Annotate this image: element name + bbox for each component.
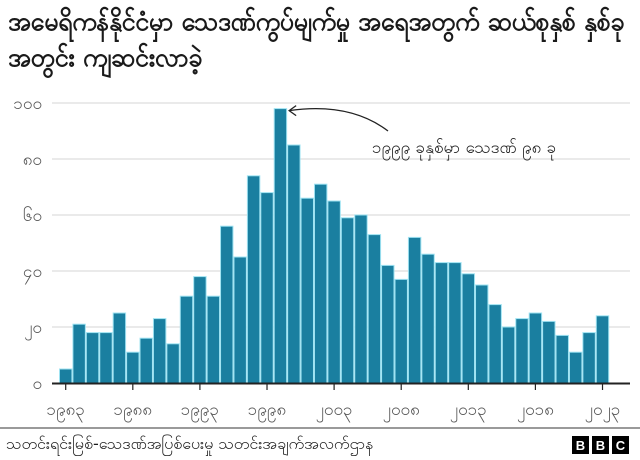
bar-2002 <box>313 183 328 384</box>
bar-1990 <box>152 318 167 384</box>
bar-2005 <box>354 214 368 384</box>
bar-2008 <box>394 278 408 384</box>
bar-chart: ၀ ၂၀ ၄၀ ၆၀ ၈၀ ၁၀၀ ၁၉၈၃ ၁၉၈၈ ၁၉၉၃ ၁၉၉၈ ၂၀၀၃ ၂၀၀၈ ၂၀၁… <box>13 94 630 423</box>
bar-1994 <box>206 295 221 384</box>
x-tick-label: ၂၀၁၈ <box>517 400 554 423</box>
y-tick-label: ၆၀ <box>23 205 42 226</box>
bar-2023 <box>595 315 610 384</box>
bar-2007 <box>381 264 395 384</box>
chart-title: အမေရိကန်နိုင်ငံမှာ သေဒဏ်ကွပ်မျက်မှု အရေအ… <box>8 7 625 72</box>
bar-1992 <box>179 295 194 384</box>
bar-2011 <box>434 262 449 384</box>
bar-2003 <box>327 200 341 384</box>
bar-1996 <box>233 256 247 384</box>
bar-2001 <box>300 197 314 384</box>
x-tick-label: ၁၉၉၈ <box>248 400 286 423</box>
annotation-text: ၁၉၉၉ ခုနှစ်မှာ သေဒဏ် ၉၈ ခု <box>372 138 556 161</box>
y-tick-label: ၈၀ <box>23 150 42 170</box>
bars <box>59 108 610 384</box>
bar-2017 <box>515 318 529 384</box>
bar-1998 <box>260 192 274 384</box>
bar-2004 <box>340 217 355 384</box>
bar-1997 <box>246 175 261 384</box>
source-note: သတင်းရင်းမြစ်-သေဒဏ်အပြစ်ပေးမှု သတင်းအချက… <box>6 434 374 453</box>
bar-2006 <box>367 234 382 384</box>
y-tick-label: ၁၀၀ <box>13 94 42 114</box>
bbc-logo: B B C <box>572 436 629 454</box>
bar-2010 <box>421 253 435 384</box>
bar-1991 <box>166 343 180 384</box>
bar-1984 <box>72 323 86 384</box>
footer-divider <box>0 427 640 429</box>
logo-letter: B <box>572 436 589 454</box>
annotation: ၁၉၉၉ ခုနှစ်မှာ သေဒဏ် ၉၈ ခု <box>288 105 556 161</box>
x-tick-label: ၂၀၀၃ <box>316 400 353 423</box>
y-tick-label: ၄၀ <box>23 262 42 285</box>
logo-letter: B <box>592 436 609 454</box>
bar-2018 <box>528 312 543 384</box>
bar-2013 <box>461 273 476 384</box>
annotation-arrow <box>289 108 389 132</box>
y-tick-label: ၂၀ <box>24 318 42 341</box>
x-tick-label: ၂၀၂၃ <box>585 400 621 423</box>
bar-1987 <box>112 312 127 384</box>
bar-1985 <box>85 332 100 384</box>
y-axis-labels: ၀ ၂၀ ၄၀ ၆၀ ၈၀ ၁၀၀ <box>13 94 42 394</box>
bar-1989 <box>139 337 153 384</box>
bar-1986 <box>99 332 113 384</box>
x-tick-label: ၂၀၀၈ <box>383 400 420 423</box>
bar-2022 <box>582 332 596 384</box>
bar-2000 <box>287 144 301 384</box>
bar-2012 <box>448 262 462 384</box>
bar-1995 <box>220 225 234 384</box>
bar-2021 <box>568 351 583 384</box>
bar-2019 <box>542 320 556 384</box>
bar-2015 <box>488 304 502 384</box>
bar-2016 <box>501 326 516 384</box>
x-tick-label: ၁၉၉၃ <box>181 400 219 423</box>
logo-letter: C <box>612 436 629 454</box>
bar-2014 <box>475 284 489 384</box>
x-tick-label: ၂၀၁၃ <box>450 400 487 423</box>
bar-1999 <box>273 108 288 384</box>
bar-1993 <box>193 276 207 384</box>
x-tick-label: ၁၉၈၃ <box>47 400 85 423</box>
arrowhead-icon <box>288 105 297 117</box>
bar-2009 <box>407 236 422 384</box>
bar-2020 <box>555 334 569 384</box>
bar-1988 <box>126 351 140 384</box>
x-axis: ၁၉၈၃ ၁၉၈၈ ၁၉၉၃ ၁၉၉၈ ၂၀၀၃ ၂၀၀၈ ၂၀၁၃ ၂၀၁၈ ၂၀၂၃ <box>47 382 630 423</box>
y-tick-label: ၀ <box>32 374 42 394</box>
bar-1983 <box>59 368 73 384</box>
x-tick-label: ၁၉၈၈ <box>114 400 153 423</box>
